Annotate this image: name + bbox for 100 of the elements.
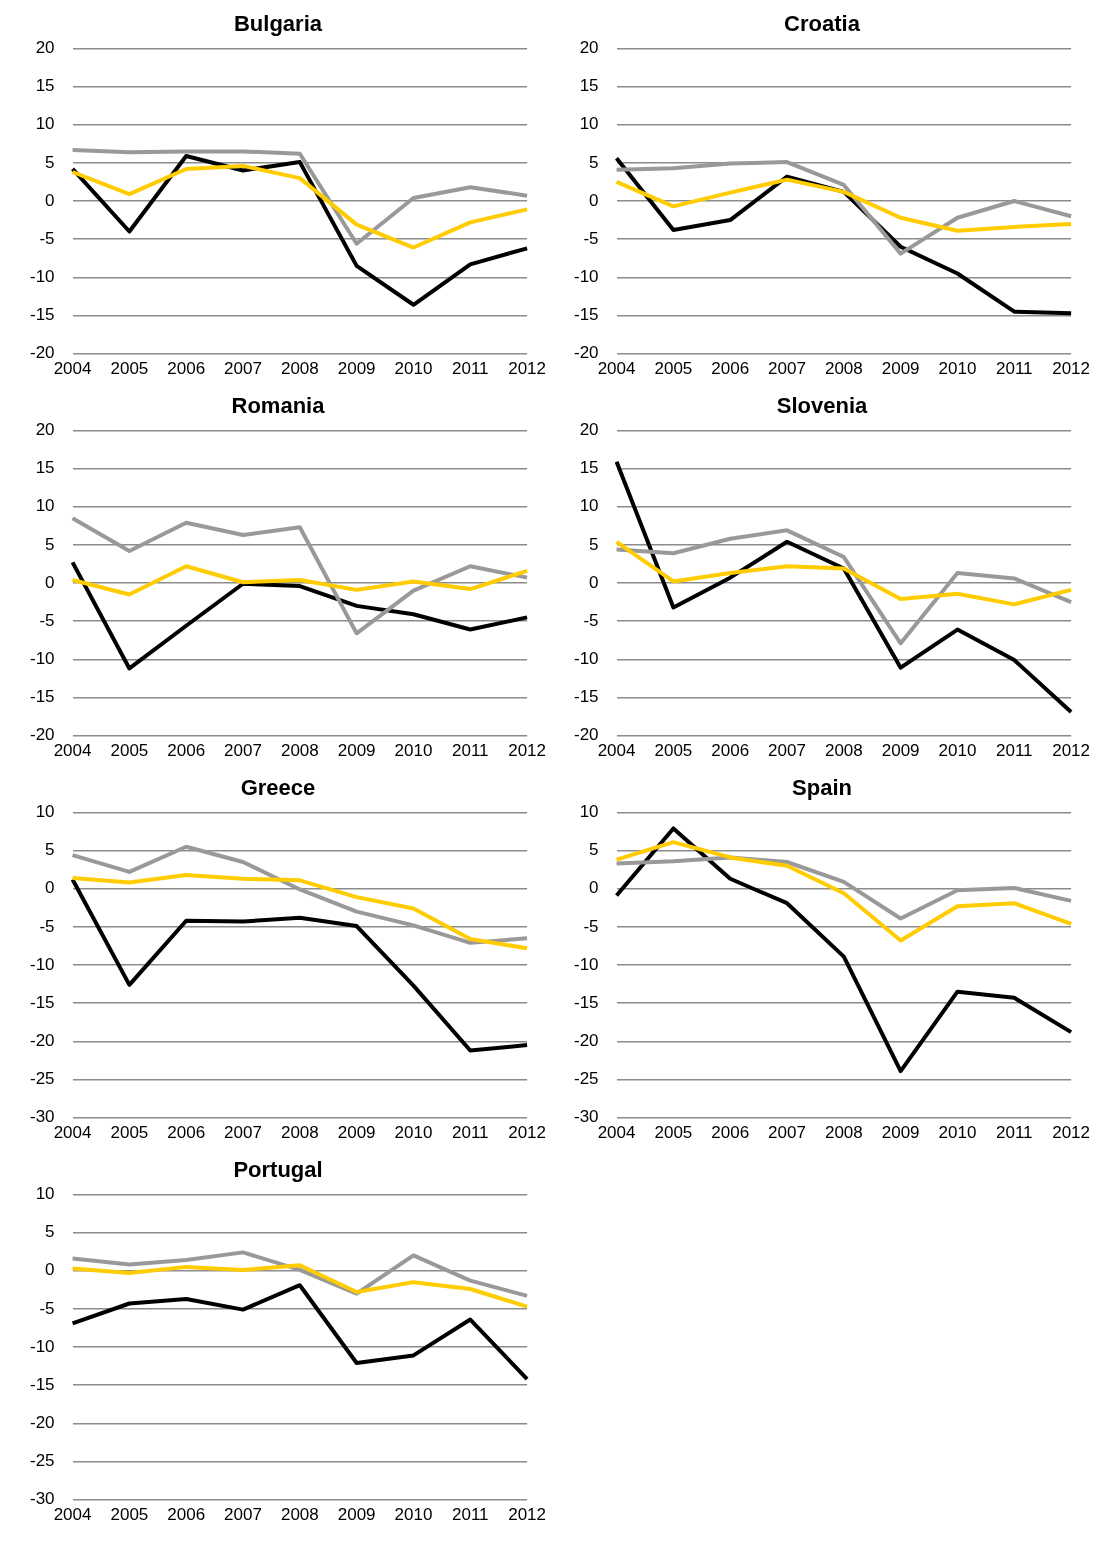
x-tick-label: 2004 (53, 741, 92, 761)
x-tick-label: 2011 (451, 1123, 489, 1143)
x-tick-label: 2005 (110, 359, 149, 379)
y-tick-label: 10 (35, 496, 55, 516)
y-tick-label: 0 (45, 190, 55, 210)
x-tick-label: 2010 (938, 359, 977, 379)
x-tick-label: 2004 (597, 359, 636, 379)
y-tick-label: -10 (29, 1336, 55, 1356)
x-tick-label: 2012 (1052, 741, 1090, 761)
x-tick-label: 2004 (53, 1123, 92, 1143)
y-tick-label: -10 (573, 266, 599, 286)
x-tick-label: 2007 (224, 1505, 262, 1525)
x-tick-label: 2008 (280, 1505, 319, 1525)
x-tick-label: 2004 (53, 359, 92, 379)
y-tick-label: -5 (39, 1298, 55, 1318)
x-tick-label: 2012 (508, 1505, 546, 1525)
x-tick-label: 2009 (881, 359, 920, 379)
y-tick-label: 10 (35, 1184, 55, 1204)
x-tick-label: 2006 (167, 741, 206, 761)
x-tick-label: 2009 (337, 1123, 376, 1143)
y-tick-label: -5 (39, 916, 55, 936)
x-tick-label: 2006 (711, 1123, 750, 1143)
x-tick-label: 2006 (167, 1505, 206, 1525)
y-tick-label: 0 (589, 572, 599, 592)
x-tick-label: 2011 (451, 1505, 489, 1525)
x-tick-label: 2007 (768, 741, 806, 761)
y-tick-label: -30 (29, 1107, 55, 1127)
x-tick-label: 2011 (995, 359, 1033, 379)
y-tick-label: 15 (579, 76, 599, 96)
x-tick-label: 2012 (508, 741, 546, 761)
y-tick-label: -15 (29, 1374, 55, 1394)
y-tick-label: -20 (29, 343, 55, 363)
y-tick-label: -5 (39, 228, 55, 248)
y-tick-label: -10 (573, 954, 599, 974)
y-tick-label: -5 (583, 916, 599, 936)
y-tick-label: 15 (35, 458, 55, 478)
x-tick-label: 2009 (337, 359, 376, 379)
y-tick-label: -10 (29, 266, 55, 286)
x-tick-label: 2009 (881, 741, 920, 761)
x-tick-label: 2011 (451, 359, 489, 379)
y-tick-label: -5 (583, 610, 599, 630)
chart-title: Spain (792, 775, 852, 801)
x-tick-label: 2005 (110, 1123, 149, 1143)
x-tick-label: 2005 (654, 359, 693, 379)
y-tick-label: -15 (29, 305, 55, 325)
chart-title: Portugal (233, 1157, 323, 1183)
y-tick-label: 5 (45, 152, 55, 172)
x-tick-label: 2012 (508, 1123, 546, 1143)
y-tick-label: 10 (35, 114, 55, 134)
y-tick-label: -20 (29, 1030, 55, 1050)
y-tick-label: -15 (29, 992, 55, 1012)
x-tick-label: 2009 (337, 1505, 376, 1525)
x-tick-label: 2010 (394, 359, 433, 379)
y-tick-label: -10 (29, 648, 55, 668)
y-tick-label: 5 (45, 840, 55, 860)
x-tick-label: 2005 (110, 741, 149, 761)
x-tick-label: 2006 (167, 359, 206, 379)
x-tick-label: 2009 (881, 1123, 920, 1143)
y-tick-label: 5 (589, 534, 599, 554)
x-tick-label: 2008 (280, 359, 319, 379)
x-tick-label: 2004 (53, 1505, 92, 1525)
x-tick-label: 2008 (824, 741, 863, 761)
x-tick-label: 2011 (995, 741, 1033, 761)
y-tick-label: 5 (45, 534, 55, 554)
x-tick-label: 2005 (654, 1123, 693, 1143)
y-tick-label: -20 (29, 1412, 55, 1432)
x-tick-label: 2011 (995, 1123, 1033, 1143)
y-tick-label: -20 (573, 1030, 599, 1050)
y-tick-label: 0 (589, 190, 599, 210)
x-tick-label: 2010 (394, 1123, 433, 1143)
x-tick-label: 2012 (1052, 359, 1090, 379)
x-tick-label: 2010 (938, 741, 977, 761)
x-tick-label: 2008 (280, 1123, 319, 1143)
y-tick-label: 20 (579, 420, 599, 440)
x-tick-label: 2012 (1052, 1123, 1090, 1143)
x-tick-label: 2007 (224, 359, 262, 379)
y-tick-label: 10 (579, 114, 599, 134)
chart-title: Slovenia (776, 393, 868, 419)
y-tick-label: 15 (579, 458, 599, 478)
chart-title: Bulgaria (233, 11, 323, 37)
chart-title: Croatia (784, 11, 861, 37)
x-tick-label: 2007 (224, 1123, 262, 1143)
y-tick-label: -20 (573, 725, 599, 745)
y-tick-label: -15 (29, 687, 55, 707)
x-tick-label: 2004 (597, 741, 636, 761)
y-tick-label: 0 (45, 878, 55, 898)
y-tick-label: -30 (573, 1107, 599, 1127)
x-tick-label: 2004 (597, 1123, 636, 1143)
x-tick-label: 2008 (824, 1123, 863, 1143)
y-tick-label: -5 (39, 610, 55, 630)
x-tick-label: 2006 (711, 741, 750, 761)
y-tick-label: -15 (573, 992, 599, 1012)
x-tick-label: 2010 (394, 741, 433, 761)
x-tick-label: 2012 (508, 359, 546, 379)
y-tick-label: 0 (45, 572, 55, 592)
y-tick-label: 20 (35, 420, 55, 440)
chart-title: Romania (231, 393, 326, 419)
y-tick-label: -25 (29, 1451, 55, 1471)
y-tick-label: 5 (589, 840, 599, 860)
chart-title: Greece (240, 775, 316, 801)
